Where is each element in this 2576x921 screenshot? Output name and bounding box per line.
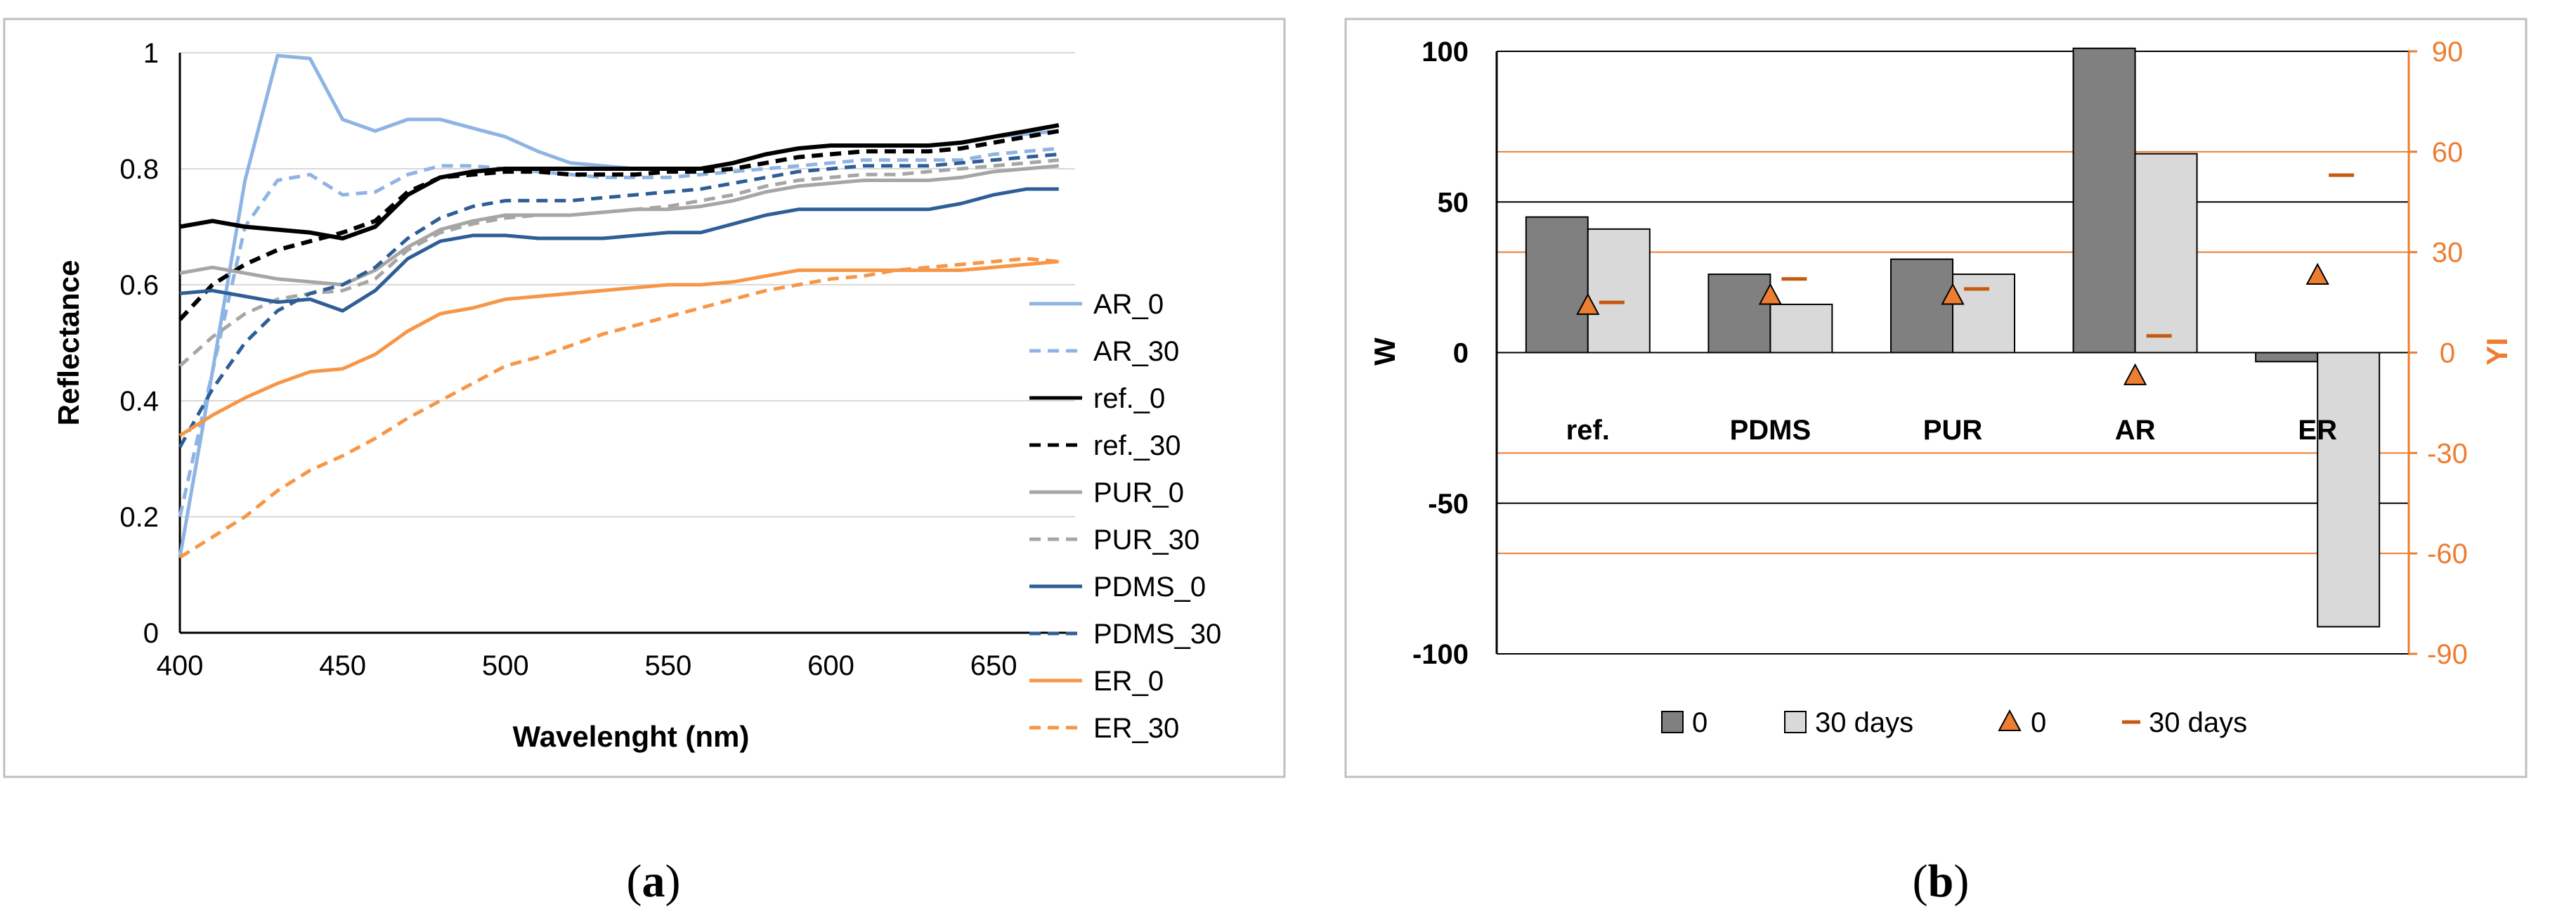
bar-0-er <box>2255 352 2319 363</box>
x-tick-label: 600 <box>807 650 854 681</box>
y-tick-label: 0.4 <box>119 386 159 417</box>
bar-30-days-ar <box>2134 153 2198 354</box>
legend-swatch-w-0 <box>1661 711 1684 733</box>
x-tick-label: 550 <box>645 650 692 681</box>
legend-label-yi-30-days: 30 days <box>2149 707 2247 738</box>
w-tick-label: -50 <box>1428 489 1469 520</box>
caption-b: (b) <box>1913 856 1970 907</box>
legend-label-ar-30: AR_30 <box>1093 336 1179 367</box>
category-label-pur: PUR <box>1923 415 1983 446</box>
w-tick-label: -100 <box>1412 639 1469 670</box>
legend-label-pur-30: PUR_30 <box>1093 524 1199 555</box>
series-line-ar-30 <box>178 146 1060 517</box>
series-line-pdms-0 <box>179 187 1059 313</box>
bar-30-days-pdms <box>1769 303 1833 354</box>
series-line-ref-30 <box>178 129 1060 321</box>
yi-0-marker-ar <box>2123 363 2147 385</box>
yi-tick-label: 90 <box>2432 37 2464 67</box>
bar-0-pur <box>1890 258 1953 354</box>
yi-tick-label: -60 <box>2427 539 2468 569</box>
y-tick-label: 0 <box>143 618 159 649</box>
legend-label-ar-0: AR_0 <box>1093 289 1164 320</box>
legend-label-er-0: ER_0 <box>1093 666 1164 697</box>
legend-label-w-0: 0 <box>1692 707 1707 738</box>
y-tick-label: 1 <box>143 38 159 69</box>
legend-label-w-30-days: 30 days <box>1815 707 1913 738</box>
legend-label-pdms-30: PDMS_30 <box>1093 619 1221 650</box>
bar-0-pdms <box>1707 273 1771 354</box>
whiteness-yellowness-chart: 100 50 0 -50 -100 90 60 30 0 -30 -60 -90 W YI ref. PDMS… <box>1368 37 2513 738</box>
w-tick-label: 0 <box>1453 338 1469 369</box>
series-line-pur-30 <box>178 158 1060 368</box>
y-axis-title: Reflectance <box>52 260 85 426</box>
yi-tick-label: 60 <box>2432 137 2464 168</box>
legend-label-yi-0: 0 <box>2031 707 2046 738</box>
yi-0-marker-pdms <box>1758 283 1783 305</box>
series-line-pdms-30 <box>178 152 1060 449</box>
reflectance-chart: 0 0.2 0.4 0.6 0.8 1 400 450 500 550 600 650 Waveleng… <box>52 38 1221 753</box>
x-tick-label: 450 <box>319 650 366 681</box>
w-tick-label: 50 <box>1438 187 1469 218</box>
category-label-pdms: PDMS <box>1730 415 1811 446</box>
series-line-er-30 <box>178 257 1060 559</box>
w-tick-label: 100 <box>1422 37 1469 67</box>
yi-tick-label: 0 <box>2440 338 2455 369</box>
category-label-ref: ref. <box>1566 415 1610 446</box>
y-tick-label: 0.8 <box>119 154 159 185</box>
x-axis-title: Wavelenght (nm) <box>513 720 750 753</box>
x-tick-label: 650 <box>970 650 1017 681</box>
caption-a-letter: a <box>642 856 665 907</box>
w-axis-title: W <box>1368 337 1401 366</box>
bar-0-ar <box>2072 47 2136 354</box>
bar-0-ref <box>1525 216 1589 354</box>
yi-tick-label: 30 <box>2432 238 2464 269</box>
yi-axis-title: YI <box>2480 337 2513 366</box>
yi-0-marker-pur <box>1941 283 1965 305</box>
bar-30-days-pur <box>1952 273 2015 354</box>
yi-0-marker-ref <box>1576 292 1600 315</box>
x-tick-label: 500 <box>482 650 529 681</box>
bar-30-days-ref <box>1587 228 1651 354</box>
category-label-er: ER <box>2298 415 2337 446</box>
legend-label-ref-30: ref._30 <box>1093 430 1181 461</box>
legend-label-ref-0: ref._0 <box>1093 383 1165 414</box>
yi-0-marker-er <box>2305 262 2329 285</box>
y-tick-label: 0.2 <box>119 502 159 533</box>
y-tick-label: 0.6 <box>119 270 159 301</box>
x-tick-label: 400 <box>157 650 204 681</box>
yi-tick-label: -90 <box>2427 639 2468 670</box>
legend-label-pur-0: PUR_0 <box>1093 477 1184 508</box>
legend-swatch-yi-0 <box>1998 709 2022 731</box>
bar-30-days-er <box>2317 352 2381 628</box>
category-label-ar: AR <box>2115 415 2156 446</box>
series-line-er-0 <box>178 259 1060 437</box>
yi-tick-label: -30 <box>2427 438 2468 469</box>
caption-a: (a) <box>627 856 681 907</box>
legend-swatch-w-30-days <box>1784 711 1807 733</box>
caption-b-letter: b <box>1928 856 1954 907</box>
legend-label-er-30: ER_30 <box>1093 713 1179 744</box>
legend-label-pdms-0: PDMS_0 <box>1093 572 1206 603</box>
